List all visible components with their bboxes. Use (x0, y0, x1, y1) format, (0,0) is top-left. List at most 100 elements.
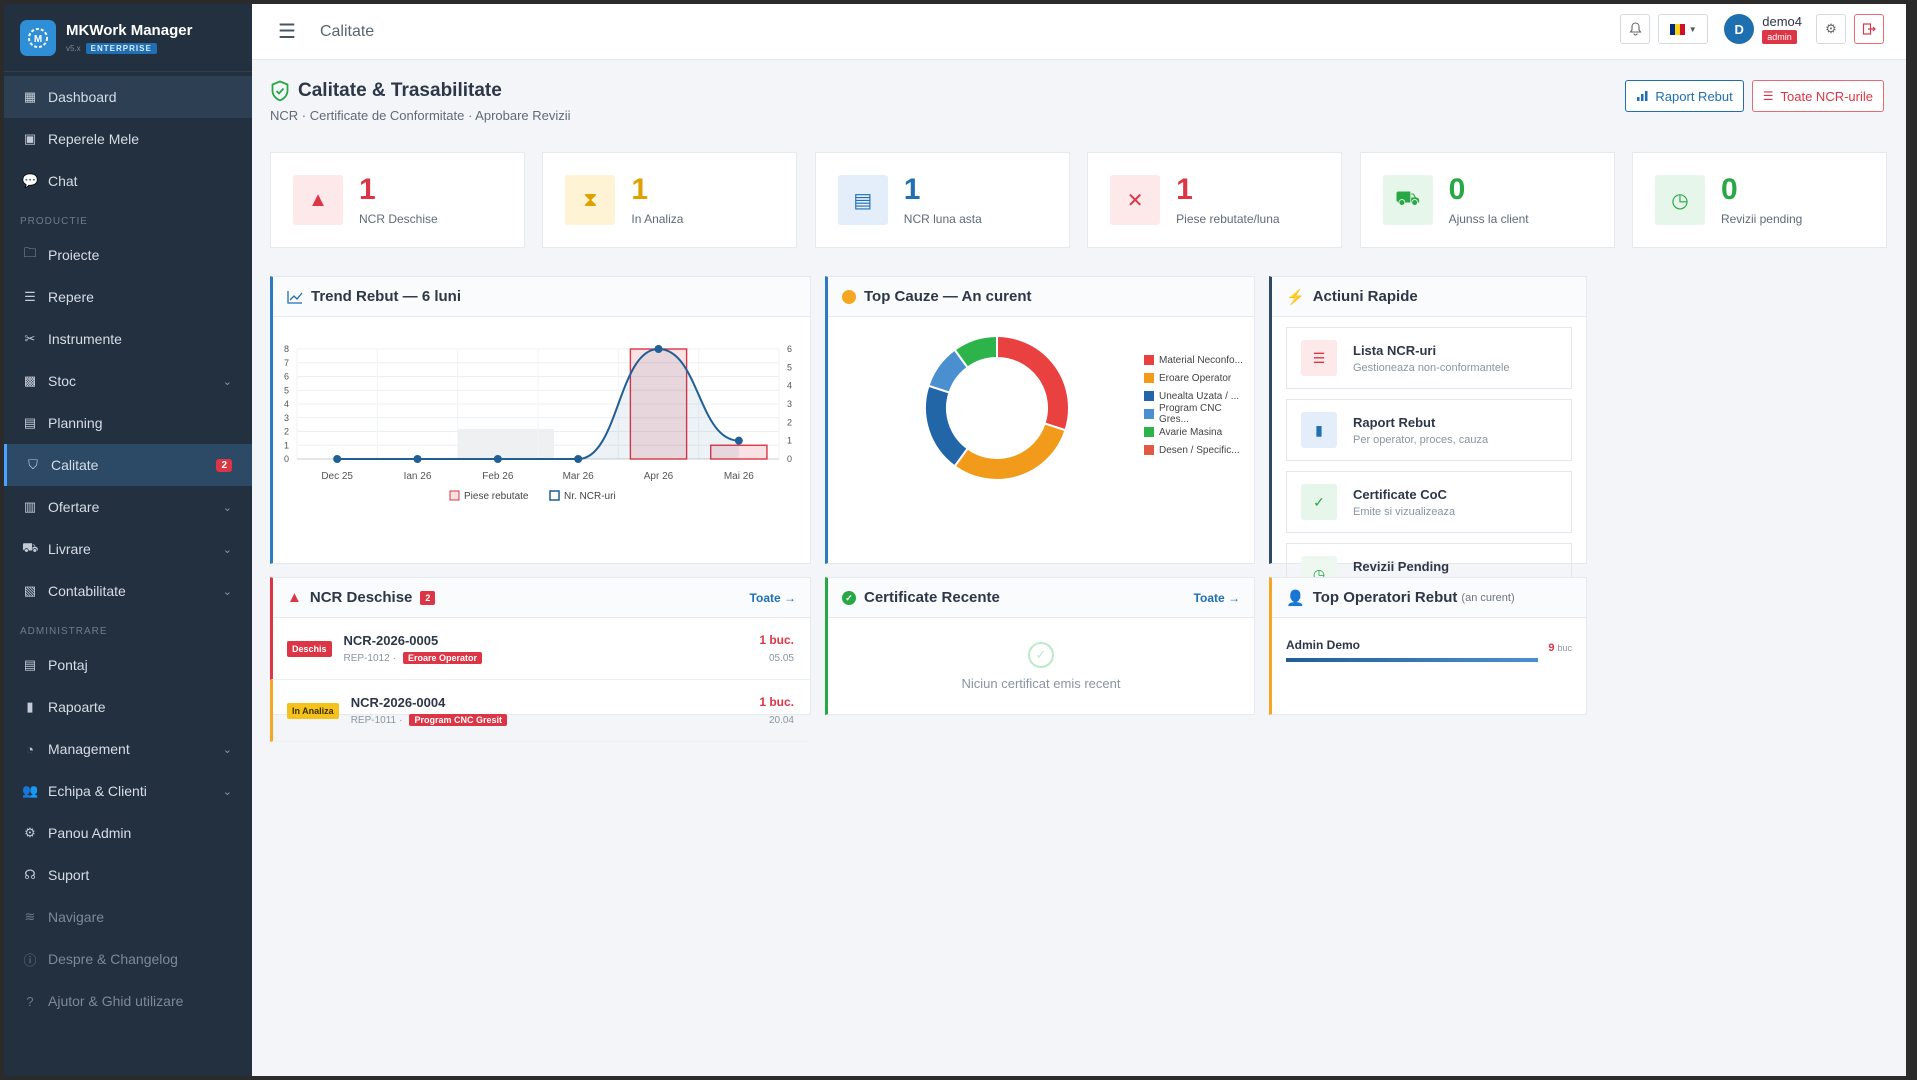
right-tick-label: 6 (787, 344, 792, 354)
stat-card[interactable]: ⧗ 1 In Analiza (542, 152, 798, 248)
sidebar-item-repere[interactable]: ☰ Repere (4, 276, 252, 318)
x-tick-label: Mar 26 (563, 471, 595, 482)
settings-gear-icon[interactable]: ⚙ (1816, 14, 1846, 44)
bolt-icon: ⚡ (1286, 288, 1305, 306)
notifications-bell-icon[interactable] (1620, 14, 1651, 44)
stat-label: Ajunss la client (1448, 212, 1529, 226)
clock-icon: ◷ (1654, 175, 1705, 225)
brand[interactable]: M MKWork Manager v5.x ENTERPRISE (4, 4, 252, 72)
sidebar-item-contabilitate[interactable]: ▧ Contabilitate ⌄ (4, 570, 252, 612)
sidebar-item-ajutor-ghid-utilizare[interactable]: ? Ajutor & Ghid utilizare (4, 980, 252, 1022)
sidebar-item-calitate[interactable]: ⛉ Calitate 2 (4, 444, 252, 486)
sidebar-item-label: Repere (48, 289, 94, 305)
sidebar-item-navigare[interactable]: ≋ Navigare (4, 896, 252, 938)
legend-swatch (1144, 355, 1154, 365)
quick-actions-title: Actiuni Rapide (1312, 288, 1418, 305)
ncr-date: 05.05 (768, 653, 794, 664)
ncr-point[interactable] (333, 455, 342, 463)
legend-label: Eroare Operator (1159, 372, 1232, 384)
user-menu[interactable]: D demo4 admin (1724, 14, 1802, 44)
ncr-point[interactable] (574, 455, 583, 463)
chevron-down-icon: ⌄ (222, 543, 232, 556)
stat-card[interactable]: ◷ 0 Revizii pending (1631, 152, 1887, 248)
sidebar-item-dashboard[interactable]: ▦ Dashboard (4, 76, 252, 118)
sidebar-item-chat[interactable]: 💬 Chat (4, 160, 252, 202)
donut-slice[interactable] (953, 334, 998, 369)
ncr-row[interactable]: Deschis NCR-2026-0005 REP-1012 · Eroare Oper… (270, 618, 810, 680)
sidebar-item-instrumente[interactable]: ✂ Instrumente (4, 318, 252, 360)
line-chart-icon (287, 290, 303, 304)
hover-band (457, 429, 555, 459)
sidebar-item-panou-admin[interactable]: ⚙ Panou Admin (4, 812, 252, 854)
ncr-point[interactable] (413, 455, 422, 463)
ncr-area (337, 349, 739, 459)
edition-badge: ENTERPRISE (85, 42, 157, 54)
logout-icon[interactable] (1854, 14, 1884, 44)
stat-card[interactable]: ▲ 1 NCR Deschise (270, 152, 525, 248)
sidebar-item-suport[interactable]: ☊ Suport (4, 854, 252, 896)
all-ncr-button[interactable]: ☰ Toate NCR-urile (1751, 80, 1884, 112)
operator-row: Admin Demo 9 buc (1286, 638, 1572, 662)
quick-action-lista-ncr-uri[interactable]: ☰ Lista NCR-uri Gestioneaza non-conformant… (1286, 327, 1572, 389)
sidebar-item-label: Calitate (51, 457, 99, 473)
right-tick-label: 1 (787, 436, 792, 446)
ledger-icon: ▧ (23, 583, 37, 598)
sidebar-item-livrare[interactable]: ⛟ Livrare ⌄ (4, 528, 252, 570)
quick-action-subtitle: Per operator, proces, cauza (1353, 433, 1489, 446)
sidebar-item-management[interactable]: ◔ Management ⌄ (4, 728, 252, 770)
recent-certificates-title: Certificate Recente (864, 589, 1000, 606)
menu-toggle-icon[interactable]: ☰ (278, 21, 296, 43)
legend-swatch (1144, 391, 1154, 401)
sidebar-item-despre-changelog[interactable]: ⓘ Despre & Changelog (4, 938, 252, 980)
donut-slice[interactable] (996, 334, 1070, 432)
right-tick-label: 2 (787, 417, 792, 427)
causes-title: Top Cauze — An curent (864, 288, 1032, 305)
scrap-report-button[interactable]: Raport Rebut (1625, 80, 1744, 112)
chevron-down-icon: ▼ (1688, 24, 1697, 34)
sidebar-item-reperele-mele[interactable]: ▣ Reperele Mele (4, 118, 252, 160)
x-tick-label: Feb 26 (482, 471, 514, 482)
svg-text:M: M (34, 34, 42, 45)
bar-piese-rebutate[interactable] (710, 444, 768, 460)
open-ncr-title: NCR Deschise (309, 589, 413, 606)
ncr-row[interactable]: In Analiza NCR-2026-0004 REP-1011 · Program … (270, 680, 810, 742)
stat-card[interactable]: ✕ 1 Piese rebutate/luna (1087, 152, 1343, 248)
language-selector[interactable]: ▼ (1658, 14, 1709, 44)
page-title: Calitate & Trasabilitate (298, 80, 502, 101)
legend-label: Avarie Masina (1159, 426, 1223, 438)
sidebar-item-rapoarte[interactable]: ▮ Rapoarte (4, 686, 252, 728)
pie-chart-icon (842, 289, 856, 304)
sidebar-item-planning[interactable]: ▤ Planning (4, 402, 252, 444)
stat-card[interactable]: ⛟ 0 Ajunss la client (1359, 152, 1615, 248)
quick-action-title: Lista NCR-uri (1353, 342, 1437, 358)
legend-swatch (1144, 445, 1154, 455)
sidebar-item-pontaj[interactable]: ▤ Pontaj (4, 644, 252, 686)
legend-item: Eroare Operator (1144, 369, 1254, 387)
ncr-ref: REP-1011 (350, 714, 397, 726)
ncr-point[interactable] (654, 345, 663, 353)
section-productie: PRODUCTIE (20, 216, 88, 227)
quick-action-certificate-coc[interactable]: ✓ Certificate CoC Emite si vizualizeaza (1286, 471, 1572, 533)
sidebar-item-proiecte[interactable]: 🗀 Proiecte (4, 234, 252, 276)
stat-card[interactable]: ▤ 1 NCR luna asta (814, 152, 1070, 248)
sidebar-item-label: Planning (48, 415, 103, 431)
headset-icon: ☊ (24, 867, 36, 882)
all-certificates-link[interactable]: Toate → (1193, 590, 1240, 605)
sidebar-item-stoc[interactable]: ▩ Stoc ⌄ (4, 360, 252, 402)
sidebar-item-echipa-clienti[interactable]: 👥 Echipa & Clienti ⌄ (4, 770, 252, 812)
sidebar-item-label: Despre & Changelog (48, 951, 178, 967)
all-ncr-link[interactable]: Toate → (749, 590, 796, 605)
empty-certificate-icon: ✓ (1028, 642, 1054, 668)
ncr-point[interactable] (493, 455, 502, 463)
sidebar-item-label: Navigare (48, 909, 105, 925)
calendar-icon: ▤ (23, 415, 37, 430)
ncr-point[interactable] (734, 436, 743, 445)
donut-slice[interactable] (953, 422, 1067, 481)
stat-value: 1 (903, 173, 921, 206)
sidebar-item-ofertare[interactable]: ▥ Ofertare ⌄ (4, 486, 252, 528)
donut-slice[interactable] (924, 384, 970, 468)
stat-value: 1 (359, 173, 376, 206)
legend-swatch (1144, 427, 1154, 437)
status-badge: Deschis (287, 640, 332, 657)
quick-action-raport-rebut[interactable]: ▮ Raport Rebut Per operator, proces, cauza (1286, 399, 1572, 461)
